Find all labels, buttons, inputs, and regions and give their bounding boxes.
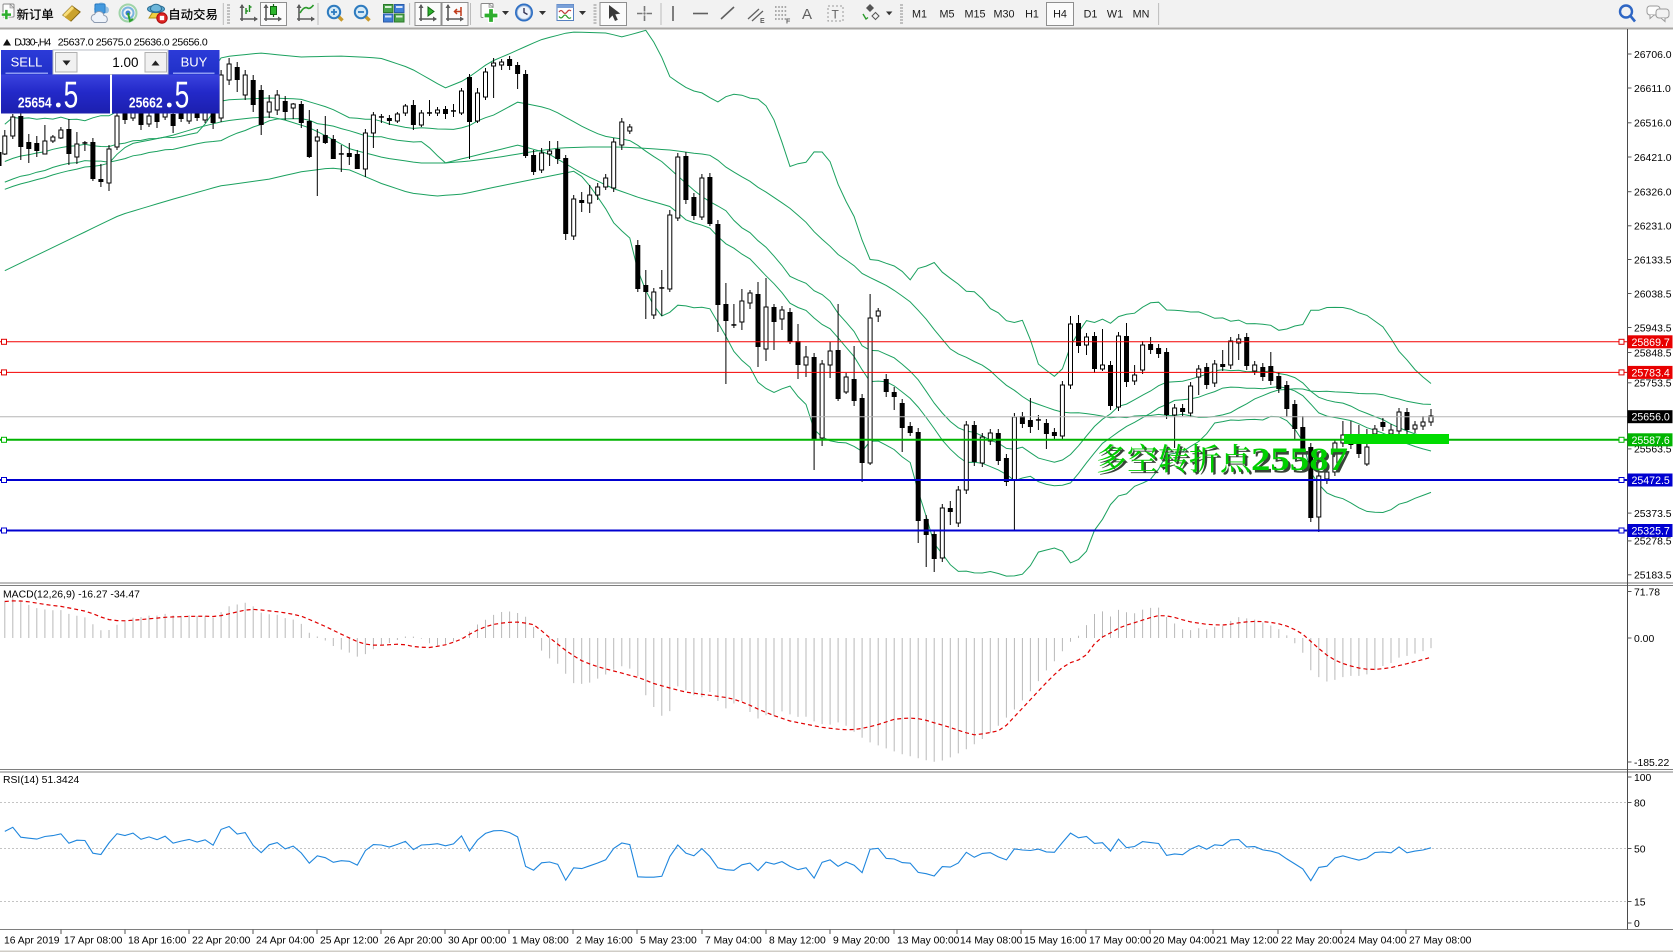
svg-text:15: 15 — [1634, 897, 1646, 908]
svg-text:H4: H4 — [1053, 9, 1067, 21]
svg-text:0.00: 0.00 — [1634, 634, 1654, 645]
svg-text:26231.0: 26231.0 — [1634, 222, 1672, 233]
svg-text:25943.5: 25943.5 — [1634, 323, 1672, 334]
svg-text:24 May 04:00: 24 May 04:00 — [1344, 936, 1407, 947]
svg-text:25373.5: 25373.5 — [1634, 509, 1672, 520]
svg-text:F: F — [786, 19, 791, 26]
svg-text:5: 5 — [175, 75, 190, 116]
svg-text:16 Apr 2019: 16 Apr 2019 — [4, 936, 60, 947]
svg-text:21 May 12:00: 21 May 12:00 — [1216, 936, 1279, 947]
svg-text:26326.0: 26326.0 — [1634, 188, 1672, 199]
svg-text:MN: MN — [1133, 9, 1150, 21]
svg-text:26421.0: 26421.0 — [1634, 153, 1672, 164]
svg-text:26 Apr 20:00: 26 Apr 20:00 — [384, 936, 443, 947]
svg-text:5 May 23:00: 5 May 23:00 — [640, 936, 697, 947]
svg-text:0: 0 — [1634, 919, 1640, 930]
svg-text:T: T — [832, 8, 840, 22]
svg-text:9 May 20:00: 9 May 20:00 — [833, 936, 890, 947]
svg-text:17 Apr 08:00: 17 Apr 08:00 — [64, 936, 123, 947]
svg-text:1 May 08:00: 1 May 08:00 — [512, 936, 569, 947]
svg-text:22 Apr 20:00: 22 Apr 20:00 — [192, 936, 251, 947]
svg-text:71.78: 71.78 — [1634, 587, 1660, 598]
svg-text:25848.5: 25848.5 — [1634, 348, 1672, 359]
svg-text:M1: M1 — [912, 9, 927, 21]
svg-text:25783.4: 25783.4 — [1632, 367, 1670, 379]
svg-text:DJ30-,H4: DJ30-,H4 — [14, 37, 51, 49]
svg-text:7 May 04:00: 7 May 04:00 — [705, 936, 762, 947]
svg-text:2 May 16:00: 2 May 16:00 — [576, 936, 633, 947]
svg-text:13 May 00:00: 13 May 00:00 — [897, 936, 960, 947]
svg-text:25563.5: 25563.5 — [1634, 445, 1672, 456]
svg-text:25656.0: 25656.0 — [1632, 412, 1670, 424]
svg-text:D1: D1 — [1084, 9, 1098, 21]
svg-text:25869.7: 25869.7 — [1632, 337, 1670, 349]
svg-text:A: A — [802, 6, 812, 23]
svg-text:26706.0: 26706.0 — [1634, 50, 1672, 61]
svg-text:M5: M5 — [940, 9, 955, 21]
svg-text:100: 100 — [1634, 773, 1652, 784]
svg-text:25587.6: 25587.6 — [1632, 435, 1670, 447]
svg-text:26133.5: 26133.5 — [1634, 255, 1672, 266]
svg-text:50: 50 — [1634, 844, 1646, 855]
svg-text:15 May 16:00: 15 May 16:00 — [1024, 936, 1087, 947]
svg-text:1.00: 1.00 — [112, 55, 138, 70]
svg-text:M30: M30 — [993, 9, 1014, 21]
svg-text:18 Apr 16:00: 18 Apr 16:00 — [128, 936, 187, 947]
svg-text:20 May 04:00: 20 May 04:00 — [1153, 936, 1216, 947]
svg-text:E: E — [760, 18, 765, 25]
svg-text:30 Apr 00:00: 30 Apr 00:00 — [448, 936, 507, 947]
svg-text:RSI(14) 51.3424: RSI(14) 51.3424 — [3, 775, 79, 786]
svg-text:25472.5: 25472.5 — [1632, 475, 1670, 487]
svg-text:W1: W1 — [1107, 9, 1123, 21]
svg-text:-185.22: -185.22 — [1634, 758, 1669, 769]
svg-text:BUY: BUY — [181, 55, 208, 70]
svg-text:SELL: SELL — [11, 55, 43, 70]
svg-text:14 May 08:00: 14 May 08:00 — [960, 936, 1023, 947]
svg-text:5: 5 — [64, 75, 79, 116]
svg-text:25662: 25662 — [129, 95, 163, 112]
svg-text:H1: H1 — [1025, 9, 1039, 21]
svg-text:24 Apr 04:00: 24 Apr 04:00 — [256, 936, 315, 947]
svg-text:25654: 25654 — [18, 95, 52, 112]
svg-text:25587: 25587 — [1253, 444, 1350, 480]
svg-text:M15: M15 — [964, 9, 985, 21]
svg-text:26611.0: 26611.0 — [1634, 84, 1671, 95]
svg-text:25753.5: 25753.5 — [1634, 379, 1672, 390]
svg-text:25 Apr 12:00: 25 Apr 12:00 — [320, 936, 379, 947]
svg-text:MACD(12,26,9) -16.27 -34.47: MACD(12,26,9) -16.27 -34.47 — [3, 590, 140, 601]
svg-text:25587: 25587 — [1251, 442, 1348, 478]
svg-text:25637.0 25675.0 25636.0 25656.: 25637.0 25675.0 25636.0 25656.0 — [58, 37, 208, 49]
svg-text:8 May 12:00: 8 May 12:00 — [769, 936, 826, 947]
svg-text:25278.5: 25278.5 — [1634, 537, 1672, 548]
svg-text:22 May 20:00: 22 May 20:00 — [1281, 936, 1344, 947]
svg-text:25183.5: 25183.5 — [1634, 571, 1672, 582]
svg-text:17 May 00:00: 17 May 00:00 — [1089, 936, 1152, 947]
svg-text:26516.0: 26516.0 — [1634, 119, 1672, 130]
svg-text:80: 80 — [1634, 798, 1646, 809]
svg-text:25325.7: 25325.7 — [1632, 526, 1670, 538]
svg-text:27 May 08:00: 27 May 08:00 — [1409, 936, 1472, 947]
svg-text:26038.5: 26038.5 — [1634, 289, 1672, 300]
